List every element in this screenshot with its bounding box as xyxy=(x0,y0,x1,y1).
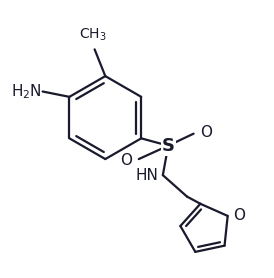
Text: O: O xyxy=(233,208,246,224)
Text: O: O xyxy=(200,125,212,140)
Text: S: S xyxy=(162,137,175,155)
Text: O: O xyxy=(120,153,132,168)
Text: HN: HN xyxy=(136,168,159,183)
Text: CH$_3$: CH$_3$ xyxy=(79,26,107,43)
Text: H$_2$N: H$_2$N xyxy=(11,82,41,101)
